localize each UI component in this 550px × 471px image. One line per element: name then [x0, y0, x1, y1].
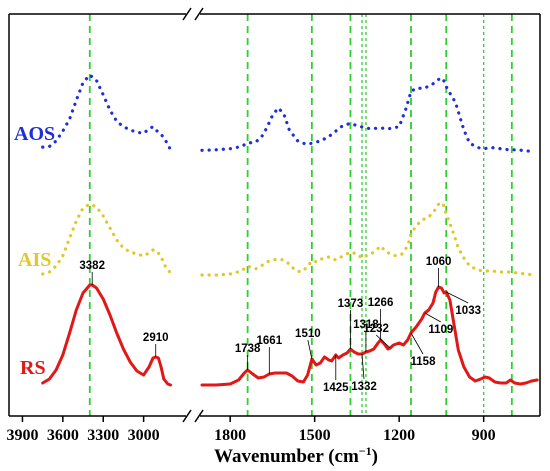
series-line-aos-segment-1: [41, 73, 173, 152]
series-label-rs: RS: [20, 357, 46, 379]
peak-leader-1510: [307, 339, 313, 360]
peak-label-2910: 2910: [143, 332, 169, 344]
series-label-ais: AIS: [18, 249, 51, 271]
peak-label-1738: 1738: [235, 343, 261, 355]
peak-label-1332: 1332: [351, 381, 377, 393]
x-tick-label-1500: 1500: [299, 427, 331, 444]
peak-leader-1033: [446, 291, 469, 304]
x-tick-label-1800: 1800: [214, 427, 246, 444]
axis-break-mark-bottom-1: [182, 409, 192, 423]
series-layer: [41, 73, 539, 387]
series-line-ais-segment-1: [41, 202, 173, 276]
axis-break-mark-bottom-2: [194, 409, 204, 423]
x-tick-label-3600: 3600: [47, 427, 79, 444]
x-axis-ticks: 3900 3600 3300 3000 1800 1500 1200 900: [6, 416, 496, 444]
peak-label-1661: 1661: [257, 335, 283, 347]
x-tick-label-900: 900: [472, 427, 496, 444]
x-tick-label-1200: 1200: [383, 427, 415, 444]
axis-break-mark-top-1: [182, 7, 192, 21]
series-line-rs-segment-1: [41, 283, 172, 387]
peak-label-3382: 3382: [79, 260, 105, 272]
axis-break-mark-top-2: [194, 7, 204, 21]
peak-leader-1158: [410, 332, 424, 355]
series-line-rs-segment-2: [200, 285, 539, 387]
x-tick-label-3900: 3900: [6, 427, 38, 444]
x-tick-label-3000: 3000: [128, 427, 160, 444]
peak-label-1373: 1373: [338, 298, 364, 310]
peak-label-1060: 1060: [426, 256, 452, 268]
x-tick-label-3300: 3300: [87, 427, 119, 444]
peak-leader-1332: [361, 353, 365, 380]
peak-label-1232: 1232: [363, 323, 389, 335]
peak-leader-1109: [424, 312, 441, 323]
series-line-aos-segment-2: [200, 76, 536, 153]
peak-label-1425: 1425: [323, 382, 349, 394]
peak-leader-1232: [375, 334, 391, 349]
peak-label-1318: 1318: [353, 319, 379, 331]
peak-label-1109: 1109: [428, 324, 453, 336]
series-label-aos: AOS: [14, 123, 55, 145]
peak-label-1033: 1033: [455, 305, 481, 317]
peak-label-1266: 1266: [368, 297, 394, 309]
peak-label-1510: 1510: [295, 328, 321, 340]
series-line-ais-segment-2: [200, 201, 536, 277]
reference-lines: [88, 14, 513, 416]
peak-label-1158: 1158: [411, 356, 437, 368]
x-axis-title: Wavenumber (cm−1): [214, 444, 378, 467]
series-labels: AOS AIS RS: [14, 123, 55, 379]
